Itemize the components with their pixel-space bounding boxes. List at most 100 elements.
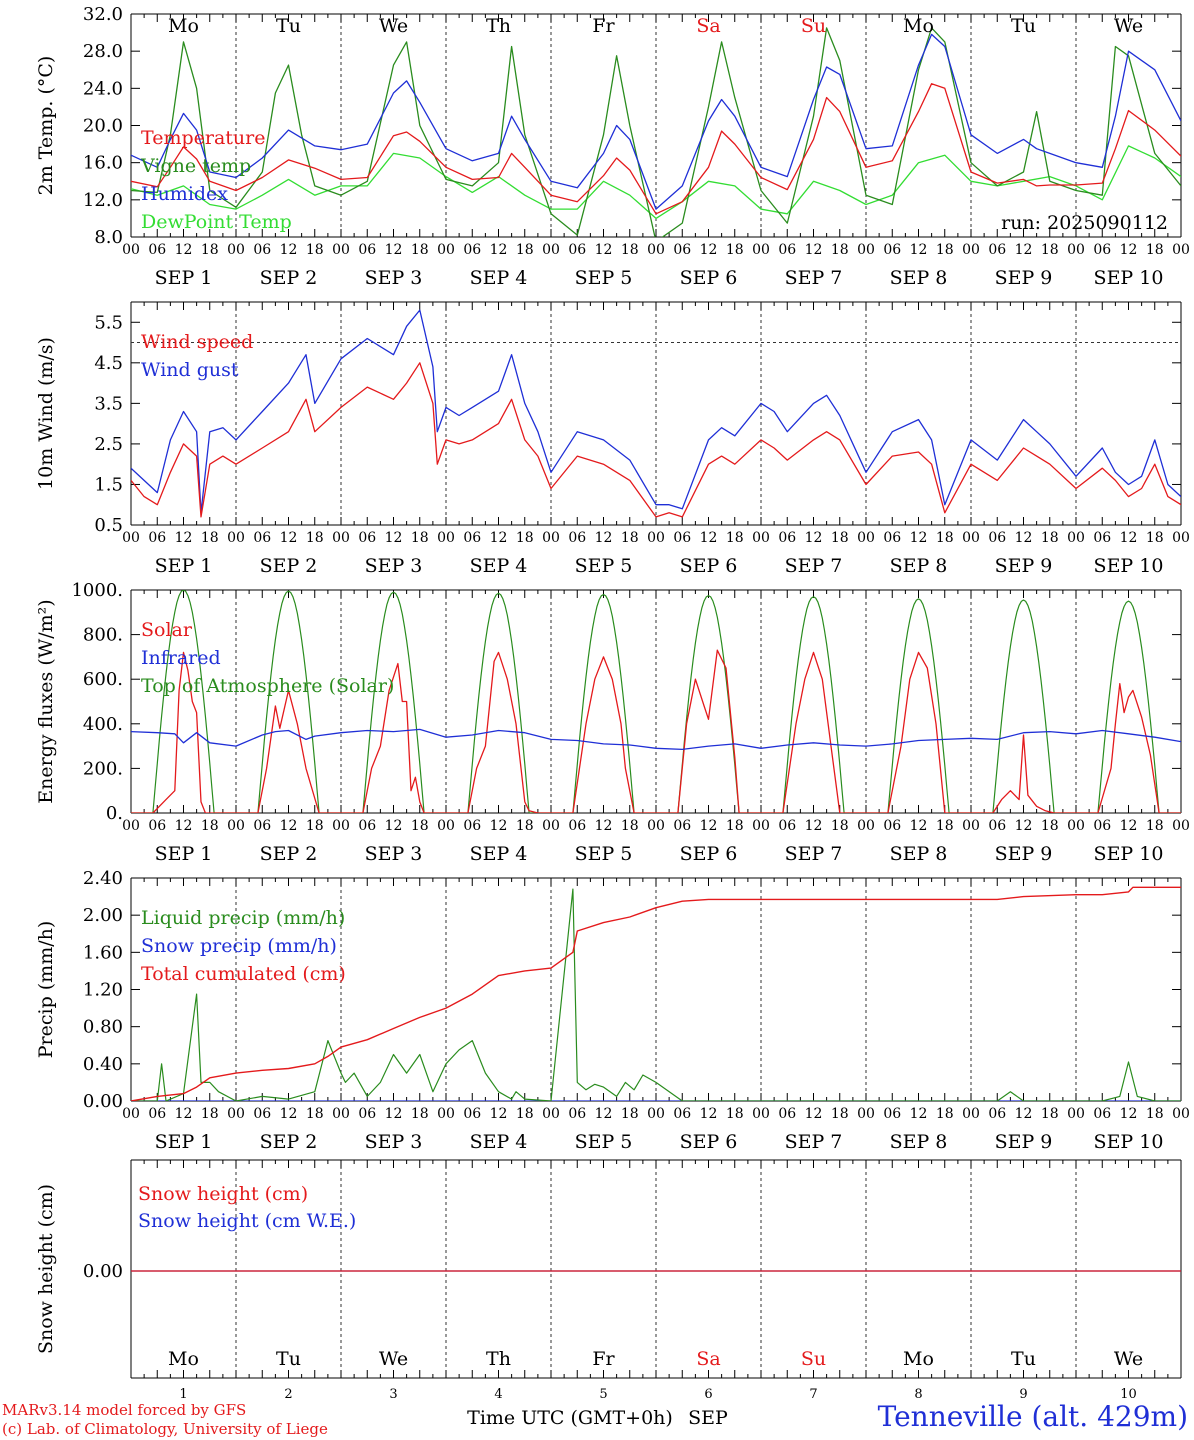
hour-tick-label: 06 xyxy=(1093,818,1111,834)
weekday-label: Mo xyxy=(903,1348,934,1370)
y-axis-label: 10m Wind (m/s) xyxy=(35,337,57,490)
legend-entry: Total cumulated (cm) xyxy=(141,963,346,985)
hour-tick-label: 18 xyxy=(726,242,744,258)
hour-tick-label: 18 xyxy=(201,818,219,834)
y-tick-label: 3.5 xyxy=(94,393,123,414)
hour-tick-label: 06 xyxy=(463,242,481,258)
date-label: SEP 7 xyxy=(785,555,843,577)
hour-tick-label: 06 xyxy=(673,818,691,834)
y-tick-label: 800. xyxy=(83,625,123,646)
hour-tick-label: 06 xyxy=(253,818,271,834)
hour-tick-label: 18 xyxy=(621,818,639,834)
hour-tick-label: 18 xyxy=(516,530,534,546)
date-label: SEP 10 xyxy=(1094,555,1164,577)
hour-tick-label: 18 xyxy=(306,818,324,834)
hour-tick-label: 00 xyxy=(332,1106,350,1122)
hour-tick-label: 06 xyxy=(148,530,166,546)
hour-tick-label: 00 xyxy=(542,530,560,546)
hour-tick-label: 18 xyxy=(621,1106,639,1122)
hour-tick-label: 18 xyxy=(1146,818,1164,834)
y-tick-label: 16.0 xyxy=(83,153,123,174)
hour-tick-label: 00 xyxy=(122,1106,140,1122)
hour-tick-label: 00 xyxy=(647,818,665,834)
hour-tick-label: 00 xyxy=(857,242,875,258)
hour-tick-label: 06 xyxy=(358,818,376,834)
hour-tick-label: 00 xyxy=(122,530,140,546)
hour-tick-label: 06 xyxy=(988,818,1006,834)
series-line-total-cumulated xyxy=(131,886,1181,1101)
hour-tick-label: 00 xyxy=(1067,242,1085,258)
hour-tick-label: 00 xyxy=(542,1106,560,1122)
series-line-toa-solar xyxy=(131,590,1181,813)
hour-tick-label: 12 xyxy=(1120,1106,1138,1122)
day-number-label: 10 xyxy=(1120,1387,1137,1402)
hour-tick-label: 12 xyxy=(595,530,613,546)
hour-tick-label: 12 xyxy=(805,530,823,546)
weekday-label: We xyxy=(379,15,408,37)
hour-tick-label: 00 xyxy=(962,1106,980,1122)
hour-tick-label: 00 xyxy=(962,530,980,546)
date-label: SEP 2 xyxy=(260,267,318,289)
date-label: SEP 1 xyxy=(155,267,213,289)
hour-tick-label: 18 xyxy=(306,242,324,258)
y-tick-label: 2.5 xyxy=(94,434,123,455)
hour-tick-label: 12 xyxy=(805,818,823,834)
day-number-label: 6 xyxy=(704,1387,712,1402)
date-label: SEP 1 xyxy=(155,843,213,865)
date-label: SEP 3 xyxy=(365,843,423,865)
station-title: Tenneville (alt. 429m) xyxy=(877,1400,1188,1433)
hour-tick-label: 12 xyxy=(1015,1106,1033,1122)
hour-tick-label: 00 xyxy=(752,530,770,546)
hour-tick-label: 06 xyxy=(673,530,691,546)
hour-tick-label: 18 xyxy=(831,818,849,834)
hour-tick-label: 06 xyxy=(1093,530,1111,546)
hour-tick-label: 12 xyxy=(490,818,508,834)
y-tick-label: 1.5 xyxy=(94,474,123,495)
hour-tick-label: 00 xyxy=(857,1106,875,1122)
x-axis-title: Time UTC (GMT+0h) xyxy=(467,1407,673,1429)
legend-entry: Snow height (cm W.E.) xyxy=(138,1210,356,1232)
date-label: SEP 10 xyxy=(1094,267,1164,289)
date-label: SEP 9 xyxy=(995,267,1053,289)
legend-entry: Snow height (cm) xyxy=(138,1183,308,1205)
hour-tick-label: 12 xyxy=(385,242,403,258)
hour-tick-label: 18 xyxy=(516,818,534,834)
day-number-label: 2 xyxy=(284,1387,292,1402)
hour-tick-label: 18 xyxy=(306,1106,324,1122)
hour-tick-label: 18 xyxy=(411,530,429,546)
date-label: SEP 10 xyxy=(1094,843,1164,865)
hour-tick-label: 12 xyxy=(595,818,613,834)
y-axis-label: Precip (mm/h) xyxy=(35,921,57,1059)
weekday-label: Fr xyxy=(592,15,615,37)
day-number-label: 8 xyxy=(914,1387,922,1402)
hour-tick-label: 12 xyxy=(280,1106,298,1122)
date-label: SEP 6 xyxy=(680,843,738,865)
date-label: SEP 1 xyxy=(155,555,213,577)
hour-tick-label: 18 xyxy=(831,242,849,258)
hour-tick-label: 00 xyxy=(332,818,350,834)
hour-tick-label: 00 xyxy=(647,1106,665,1122)
y-tick-label: 0.00 xyxy=(83,1091,123,1112)
hour-tick-label: 18 xyxy=(726,530,744,546)
hour-tick-label: 18 xyxy=(621,530,639,546)
date-label: SEP 3 xyxy=(365,555,423,577)
hour-tick-label: 00 xyxy=(227,818,245,834)
hour-tick-label: 00 xyxy=(542,242,560,258)
hour-tick-label: 18 xyxy=(936,1106,954,1122)
hour-tick-label: 06 xyxy=(463,818,481,834)
y-tick-label: 0.00 xyxy=(83,1261,123,1282)
date-label: SEP 8 xyxy=(890,843,948,865)
y-tick-label: 20.0 xyxy=(83,116,123,137)
hour-tick-label: 18 xyxy=(1146,242,1164,258)
legend-entry: Snow precip (mm/h) xyxy=(141,935,337,957)
hour-tick-label: 18 xyxy=(201,242,219,258)
hour-tick-label: 06 xyxy=(778,242,796,258)
weekday-label: Th xyxy=(486,1348,511,1370)
weekday-label: Fr xyxy=(592,1348,615,1370)
hour-tick-label: 12 xyxy=(1120,242,1138,258)
hour-tick-label: 12 xyxy=(385,530,403,546)
hour-tick-label: 06 xyxy=(568,242,586,258)
hour-tick-label: 18 xyxy=(1041,530,1059,546)
y-tick-label: 24.0 xyxy=(83,78,123,99)
date-label: SEP 6 xyxy=(680,1131,738,1153)
